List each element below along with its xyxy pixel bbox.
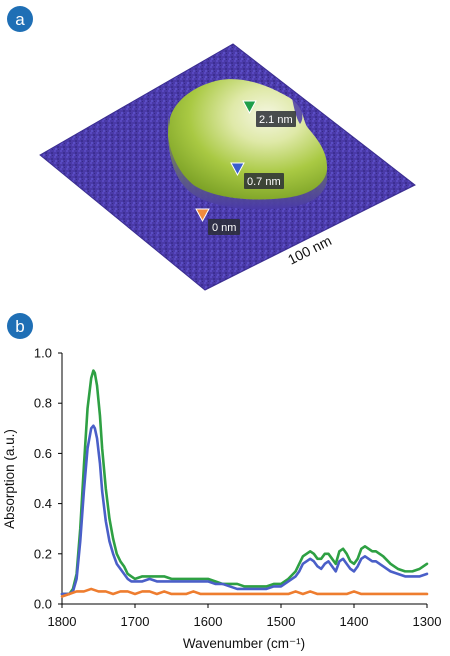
panel-a: a 2.1 nm 0.7 nm 0 nm 100 nm: [7, 6, 416, 291]
y-tick-label: 1.0: [34, 346, 52, 361]
x-axis: 1800 1700 1600 1500 1400 1300: [48, 603, 442, 629]
y-ticks: 0.0 0.2 0.4 0.6 0.8 1.0: [34, 346, 62, 612]
x-tick-label: 1400: [340, 614, 369, 629]
series-line-3: [60, 587, 429, 598]
y-tick-label: 0.4: [34, 496, 52, 511]
panel-a-letter: a: [15, 10, 25, 29]
y-tick-label: 0.6: [34, 446, 52, 461]
y-tick-label: 0.8: [34, 396, 52, 411]
afm-flake: [168, 79, 328, 200]
marker-mid-label: 0.7 nm: [247, 176, 281, 188]
y-axis-label: Absorption (a.u.): [2, 429, 17, 529]
y-tick-label: 0.2: [34, 546, 52, 561]
y-tick-label: 0.0: [34, 597, 52, 612]
marker-mid-triangle: [230, 162, 245, 177]
chart: 0.00.20.40.60.81.0 1800 1700 1600 1500 1400 1…: [2, 346, 441, 652]
panel-a-badge: a: [7, 6, 33, 32]
afm-flake-notch: [292, 98, 303, 124]
x-tick-label: 1300: [413, 614, 442, 629]
panel-b-letter: b: [15, 317, 24, 336]
marker-zero-label-bg: [208, 219, 240, 235]
panel-b: b 0.0 0.2 0.4 0.6 0.8 1.0 1800 1700 1600 1500 140…: [2, 313, 441, 651]
series-group: [60, 369, 429, 598]
series-line-2: [60, 424, 429, 596]
marker-zero-label: 0 nm: [212, 222, 236, 234]
x-ticks: 1800 1700 1600 1500 1400 1300: [48, 604, 442, 629]
marker-high-triangle: [242, 100, 257, 115]
marker-high-label: 2.1 nm: [259, 114, 293, 126]
panel-b-badge: b: [7, 313, 33, 339]
marker-high-label-bg: [256, 111, 296, 127]
afm-flake-side: [168, 115, 327, 210]
marker-mid-label-bg: [244, 173, 284, 189]
x-axis-label: Wavenumber (cm⁻¹): [183, 636, 305, 651]
x-tick-label: 1800: [48, 614, 77, 629]
y-axis: 0.0 0.2 0.4 0.6 0.8 1.0: [34, 346, 63, 612]
series-line-1: [60, 369, 429, 596]
x-tick-label: 1600: [194, 614, 223, 629]
marker-zero-triangle: [195, 208, 210, 223]
marker-high: 2.1 nm: [242, 100, 296, 127]
marker-zero: 0 nm: [195, 208, 240, 235]
x-tick-label: 1500: [267, 614, 296, 629]
x-tick-label: 1700: [121, 614, 150, 629]
marker-mid: 0.7 nm: [230, 162, 284, 189]
afm-image: 2.1 nm 0.7 nm 0 nm 100 nm: [39, 43, 416, 291]
